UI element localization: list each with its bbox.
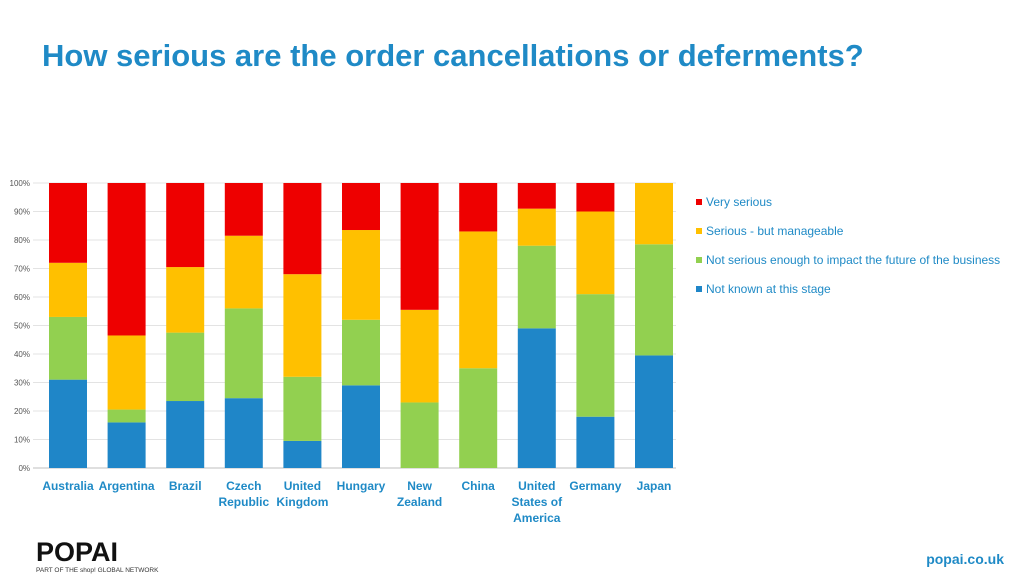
bar-segment — [107, 409, 146, 423]
bar-segment — [459, 368, 498, 468]
x-category-label: Republic — [218, 495, 269, 509]
x-category-label: United — [518, 479, 555, 493]
y-tick-label: 0% — [18, 464, 30, 473]
x-category-label: Australia — [42, 479, 94, 493]
bar-segment — [459, 231, 498, 369]
bar-segment — [400, 309, 439, 403]
legend-swatch — [696, 286, 702, 292]
y-tick-label: 80% — [14, 236, 30, 245]
bar-segment — [400, 402, 439, 468]
legend-swatch — [696, 228, 702, 234]
bar-segment — [107, 335, 146, 410]
x-category-label: Kingdom — [276, 495, 328, 509]
legend-label: Very serious — [706, 195, 772, 209]
x-category-label: States of — [511, 495, 563, 509]
page-title: How serious are the order cancellations … — [42, 38, 864, 73]
bar-segment — [224, 398, 263, 468]
bar-segment — [49, 379, 87, 468]
x-category-label: America — [513, 511, 561, 525]
x-category-label: Germany — [569, 479, 621, 493]
bar-segment — [635, 244, 673, 356]
bar-segment — [283, 376, 322, 441]
bar-segment — [635, 183, 673, 245]
y-tick-label: 40% — [14, 350, 30, 359]
logo-tagline: PART OF THE shop! GLOBAL NETWORK — [36, 567, 159, 574]
bar-segment — [49, 262, 87, 317]
y-tick-label: 50% — [14, 322, 30, 331]
logo-wordmark: POPAI — [36, 537, 119, 567]
bar-segment — [342, 319, 380, 386]
x-category-label: New — [407, 479, 432, 493]
bar-segment — [400, 183, 439, 310]
bar-segment — [107, 422, 146, 468]
y-tick-label: 60% — [14, 293, 30, 302]
bar-segment — [166, 267, 205, 333]
x-category-label: Japan — [637, 479, 672, 493]
bar-segment — [342, 385, 380, 468]
x-category-label: Czech — [226, 479, 261, 493]
legend-swatch — [696, 257, 702, 263]
y-tick-label: 90% — [14, 208, 30, 217]
bar-segment — [283, 183, 322, 275]
bar-segment — [576, 294, 615, 417]
bar-segment — [224, 308, 263, 399]
bar-segment — [166, 183, 205, 268]
bar-segment — [49, 316, 87, 380]
bar-segment — [517, 208, 556, 246]
bar-segment — [224, 183, 263, 236]
y-tick-label: 20% — [14, 407, 30, 416]
bar-segment — [283, 274, 322, 377]
bar-segment — [576, 211, 615, 295]
bar-segment — [342, 183, 380, 231]
bar-segment — [342, 230, 380, 320]
bar-segment — [283, 440, 322, 468]
website-link[interactable]: popai.co.uk — [926, 551, 1004, 567]
x-category-label: Brazil — [169, 479, 202, 493]
bar-segment — [517, 183, 556, 209]
bar-segment — [49, 183, 87, 263]
bar-segment — [576, 183, 615, 212]
bar-segment — [517, 245, 556, 329]
bar-segment — [517, 328, 556, 468]
legend-label: Not known at this stage — [706, 282, 831, 296]
legend-swatch — [696, 199, 702, 205]
legend-label: Not serious enough to impact the future … — [706, 253, 1000, 267]
bar-segment — [224, 235, 263, 309]
bar-segment — [166, 401, 205, 468]
legend-label: Serious - but manageable — [706, 224, 844, 238]
x-category-label: United — [284, 479, 321, 493]
y-tick-label: 10% — [14, 436, 30, 445]
x-category-label: China — [462, 479, 496, 493]
bar-segment — [107, 183, 146, 336]
y-tick-label: 100% — [10, 179, 30, 188]
x-category-label: Hungary — [337, 479, 386, 493]
x-category-label: Zealand — [397, 495, 442, 509]
bar-segment — [576, 416, 615, 468]
y-tick-label: 30% — [14, 379, 30, 388]
bar-segment — [459, 183, 498, 232]
popai-logo: POPAI PART OF THE shop! GLOBAL NETWORK — [36, 538, 158, 574]
x-category-label: Argentina — [99, 479, 155, 493]
bar-segment — [166, 332, 205, 402]
bar-segment — [635, 355, 673, 468]
y-tick-label: 70% — [14, 265, 30, 274]
